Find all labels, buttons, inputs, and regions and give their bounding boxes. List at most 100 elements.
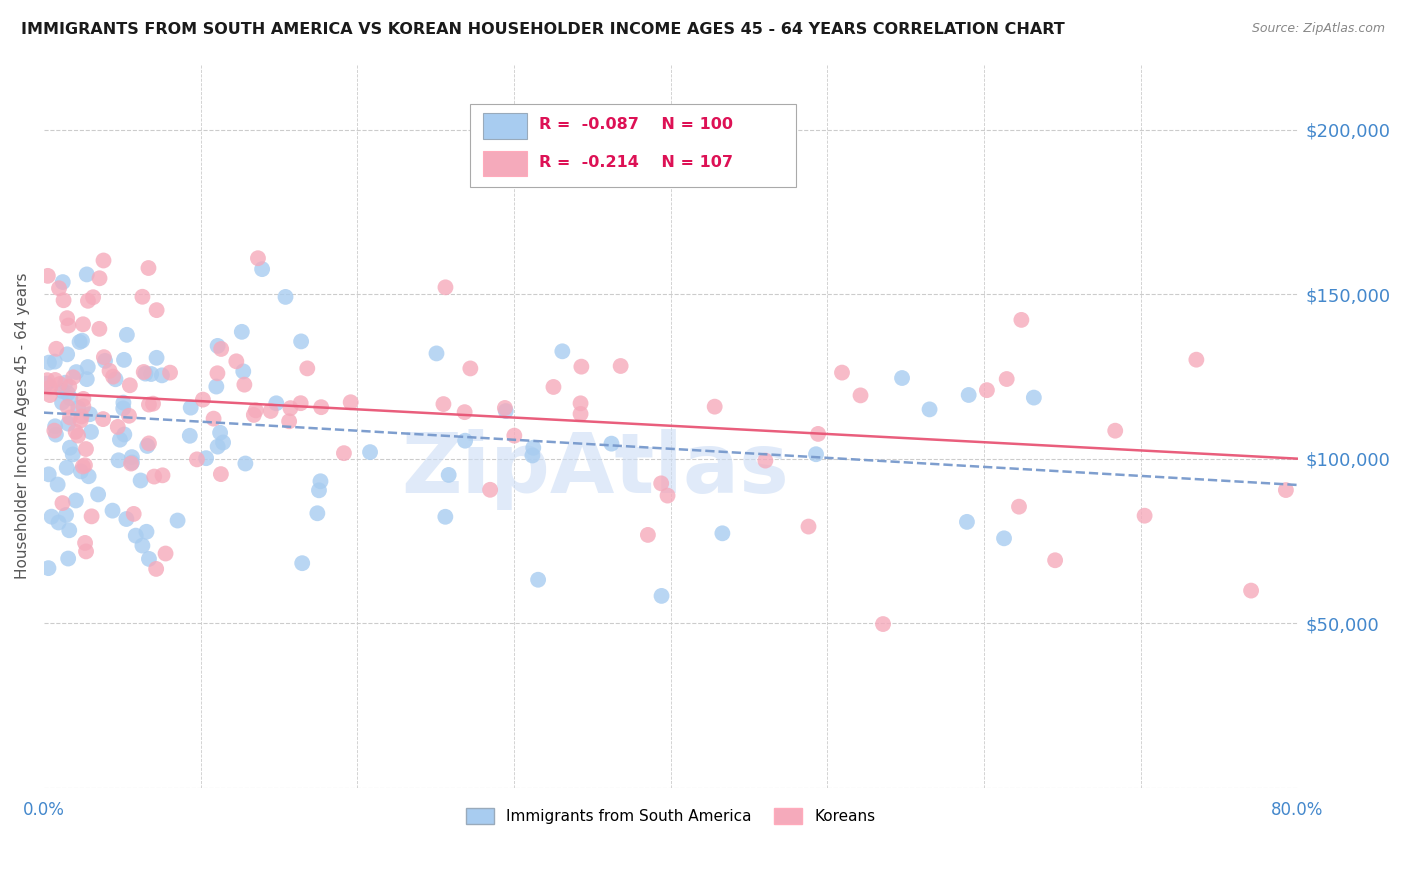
Point [494,401,516,415]
Point [976,383,998,397]
Point [38,467,60,482]
Point [94,354,117,368]
Point [72,392,94,406]
Point [73,458,96,473]
Point [166,514,188,528]
Point [38,356,60,370]
Point [309,400,332,414]
Point [569,396,592,410]
Bar [482,151,526,177]
Point [55,460,77,475]
Point [453,405,475,419]
Point [93,253,115,268]
Point [93,350,115,364]
Point [55,508,77,522]
Point [112,427,135,442]
Point [143,469,166,483]
Point [121,450,143,464]
Point [191,392,214,407]
Point [1043,553,1066,567]
Point [1275,483,1298,497]
Point [651,589,673,603]
Point [891,371,914,385]
Point [207,366,229,380]
Point [79,407,101,421]
Point [104,372,127,386]
Point [58,523,80,537]
Point [55,376,77,390]
Point [205,379,228,393]
Point [51,384,73,398]
Point [307,506,329,520]
Point [569,359,592,374]
Point [115,327,138,342]
Point [72,459,94,474]
Point [58,318,80,333]
Point [65,365,87,379]
Point [159,366,181,380]
FancyBboxPatch shape [470,103,796,187]
Point [108,433,131,447]
Point [831,366,853,380]
Bar [482,113,526,138]
Point [246,251,269,265]
Point [49,376,72,391]
Point [308,483,330,498]
Point [142,397,165,411]
Point [65,425,87,439]
Point [135,524,157,539]
Point [58,379,80,393]
Point [58,417,80,431]
Point [38,388,60,402]
Point [609,359,631,373]
Point [274,290,297,304]
Point [76,372,98,386]
Legend: Immigrants from South America, Koreans: Immigrants from South America, Koreans [460,802,882,830]
Point [359,445,381,459]
Text: IMMIGRANTS FROM SOUTH AMERICA VS KOREAN HOUSEHOLDER INCOME AGES 45 - 64 YEARS CO: IMMIGRANTS FROM SOUTH AMERICA VS KOREAN … [21,22,1064,37]
Point [46,477,69,491]
Point [62,447,84,461]
Point [120,457,142,471]
Point [80,425,103,439]
Point [136,439,159,453]
Point [134,367,156,381]
Point [956,515,979,529]
Point [67,401,90,415]
Point [59,392,82,406]
Point [479,483,502,497]
Point [145,351,167,365]
Point [37,373,59,387]
Point [434,509,457,524]
Point [231,325,253,339]
Point [1240,583,1263,598]
Point [138,552,160,566]
Point [957,388,980,402]
Point [138,436,160,450]
Point [543,380,565,394]
Point [139,367,162,381]
Point [522,449,544,463]
Point [1185,352,1208,367]
Y-axis label: Householder Income Ages 45 - 64 years: Householder Income Ages 45 - 64 years [15,273,30,579]
Point [212,435,235,450]
Point [460,361,482,376]
Point [122,507,145,521]
Point [44,419,66,434]
Point [754,453,776,467]
Point [849,388,872,402]
Point [101,503,124,517]
Point [37,268,59,283]
Point [650,476,672,491]
Point [82,290,104,304]
Text: R =  -0.087    N = 100: R = -0.087 N = 100 [538,118,733,132]
Point [98,364,121,378]
Point [180,401,202,415]
Point [87,487,110,501]
Point [89,322,111,336]
Point [280,401,302,416]
Point [425,346,447,360]
Point [62,370,84,384]
Point [51,496,73,510]
Point [243,408,266,422]
